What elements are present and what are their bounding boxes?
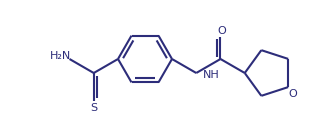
Text: O: O	[289, 89, 298, 99]
Text: H₂N: H₂N	[50, 51, 71, 61]
Text: S: S	[90, 103, 97, 113]
Text: O: O	[217, 26, 226, 36]
Text: NH: NH	[203, 70, 220, 80]
